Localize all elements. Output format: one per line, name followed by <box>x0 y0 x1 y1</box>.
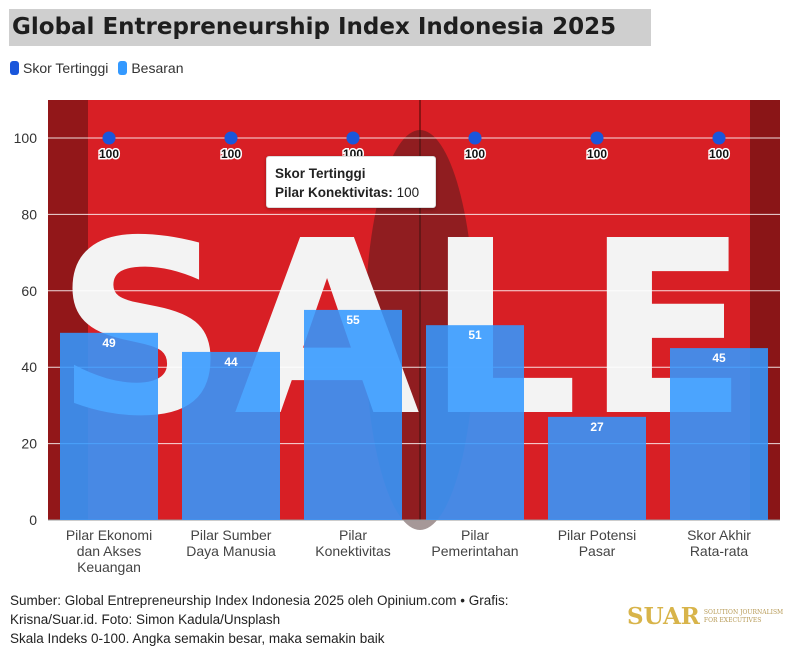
legend-swatch-skor-tertinggi <box>10 61 19 75</box>
y-tick-label-20: 20 <box>21 436 37 452</box>
x-tick-label-2: Pilar Sumber Daya Manusia <box>186 527 276 559</box>
legend-label-skor-tertinggi: Skor Tertinggi <box>23 60 109 76</box>
legend-label-besaran: Besaran <box>131 60 184 76</box>
tooltip: Skor Tertinggi Pilar Konektivitas: 100 <box>266 156 436 208</box>
bar-6[interactable] <box>670 348 768 520</box>
x-tick-label-6: Skor Akhir Rata-rata <box>687 527 751 559</box>
bar-value-label-2: 44 <box>224 355 238 369</box>
grid-lines <box>48 137 780 521</box>
dot-value-label-2: 100 <box>221 147 241 161</box>
y-tick-label-100: 100 <box>14 130 38 146</box>
y-tick-label-40: 40 <box>21 359 37 375</box>
tooltip-series: Skor Tertinggi <box>275 166 366 181</box>
dot-value-label-6: 100 <box>709 147 729 161</box>
dot-value-label-4: 100 <box>465 147 485 161</box>
bar-3[interactable] <box>304 309 402 520</box>
dot-value-label-1: 100 <box>99 147 119 161</box>
dot-series: 100 100 100 100 100 100 <box>97 131 731 163</box>
legend-swatch-besaran <box>118 61 128 75</box>
y-tick-label-60: 60 <box>21 283 37 299</box>
x-tick-label-1: Pilar Ekonomi dan Akses Keuangan <box>66 527 152 575</box>
y-tick-label-80: 80 <box>21 206 37 222</box>
dot-value-label-5: 100 <box>587 147 607 161</box>
logo-text: SUAR <box>627 603 700 630</box>
x-tick-label-4: Pilar Pemerintahan <box>431 527 518 559</box>
chart-title: Global Entrepreneurship Index Indonesia … <box>9 9 651 46</box>
dot-6[interactable] <box>712 131 726 145</box>
bar-2[interactable] <box>182 351 280 520</box>
bar-value-label-5: 27 <box>590 420 604 434</box>
photo-sale-text: SALE <box>55 189 754 469</box>
bar-value-label-3: 55 <box>346 313 360 327</box>
bar-5[interactable] <box>548 416 646 520</box>
suar-logo[interactable]: SUAR SOLUTION JOURNALISM FOR EXECUTIVES <box>627 603 784 630</box>
logo-subtext: SOLUTION JOURNALISM FOR EXECUTIVES <box>703 608 784 624</box>
tooltip-row: Pilar Konektivitas: 100 <box>275 183 427 202</box>
footer-source: Sumber: Global Entrepreneurship Index In… <box>10 593 509 627</box>
tooltip-label: Pilar Konektivitas: <box>275 185 393 200</box>
dot-3[interactable] <box>346 131 360 145</box>
y-tick-label-0: 0 <box>29 512 37 528</box>
legend-item-besaran[interactable]: Besaran <box>118 60 184 76</box>
x-axis-ticks: Pilar Ekonomi dan Akses Keuangan Pilar Sumb… <box>66 527 751 575</box>
y-axis-ticks: 0 20 40 60 80 100 <box>14 130 38 528</box>
dot-1[interactable] <box>102 131 116 145</box>
bar-value-labels: 49 44 55 51 27 45 <box>102 313 726 434</box>
x-tick-label-5: Pilar Potensi Pasar <box>558 527 637 559</box>
legend: Skor Tertinggi Besaran <box>10 60 184 76</box>
dot-5[interactable] <box>590 131 604 145</box>
footer-note: Skala Indeks 0-100. Angka semakin besar,… <box>10 631 385 646</box>
bar-1[interactable] <box>60 332 158 520</box>
bar-4[interactable] <box>426 325 524 520</box>
bar-value-label-6: 45 <box>712 351 726 365</box>
x-tick-label-3: Pilar Konektivitas <box>315 527 390 559</box>
dot-2[interactable] <box>224 131 238 145</box>
bar-series <box>60 309 768 520</box>
chart-svg: SALE 49 44 55 51 27 45 100 100 100 100 100 100 0 20… <box>14 100 780 575</box>
dot-4[interactable] <box>468 131 482 145</box>
footer: Sumber: Global Entrepreneurship Index In… <box>10 591 590 648</box>
bar-value-label-1: 49 <box>102 336 116 350</box>
legend-item-skor-tertinggi[interactable]: Skor Tertinggi <box>10 60 108 76</box>
tooltip-value: 100 <box>396 185 420 200</box>
bar-value-label-4: 51 <box>468 328 482 342</box>
